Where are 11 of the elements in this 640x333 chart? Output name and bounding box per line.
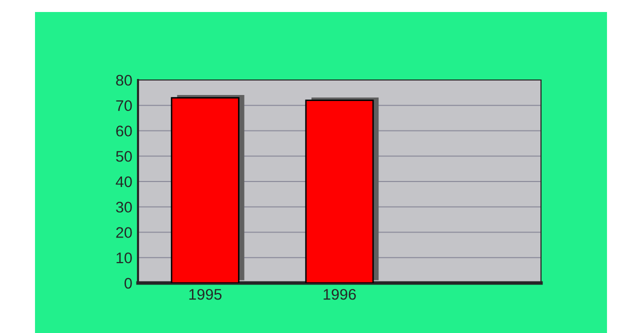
y-tick-label: 70 xyxy=(116,100,132,112)
x-tick-label: 1995 xyxy=(189,288,222,300)
x-tick-label: 1996 xyxy=(324,288,356,300)
y-tick-label: 80 xyxy=(116,74,132,86)
y-tick-label: 10 xyxy=(116,252,132,264)
y-tick-label: 30 xyxy=(116,202,132,213)
y-tick-label: 60 xyxy=(116,126,132,136)
y-tick-label: 50 xyxy=(116,150,132,162)
y-tick-label: 40 xyxy=(116,176,132,188)
y-tick-label: 20 xyxy=(116,227,132,238)
y-tick-label: 0 xyxy=(124,278,132,289)
